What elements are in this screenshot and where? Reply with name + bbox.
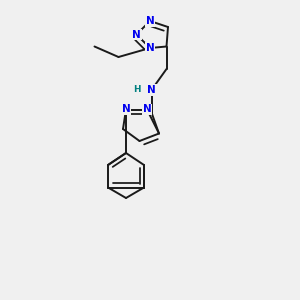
Text: H: H (133, 85, 140, 94)
Text: N: N (147, 85, 156, 95)
Text: N: N (132, 29, 141, 40)
Text: N: N (122, 104, 130, 115)
Text: N: N (146, 16, 154, 26)
Text: N: N (142, 104, 152, 115)
Text: N: N (146, 43, 154, 53)
